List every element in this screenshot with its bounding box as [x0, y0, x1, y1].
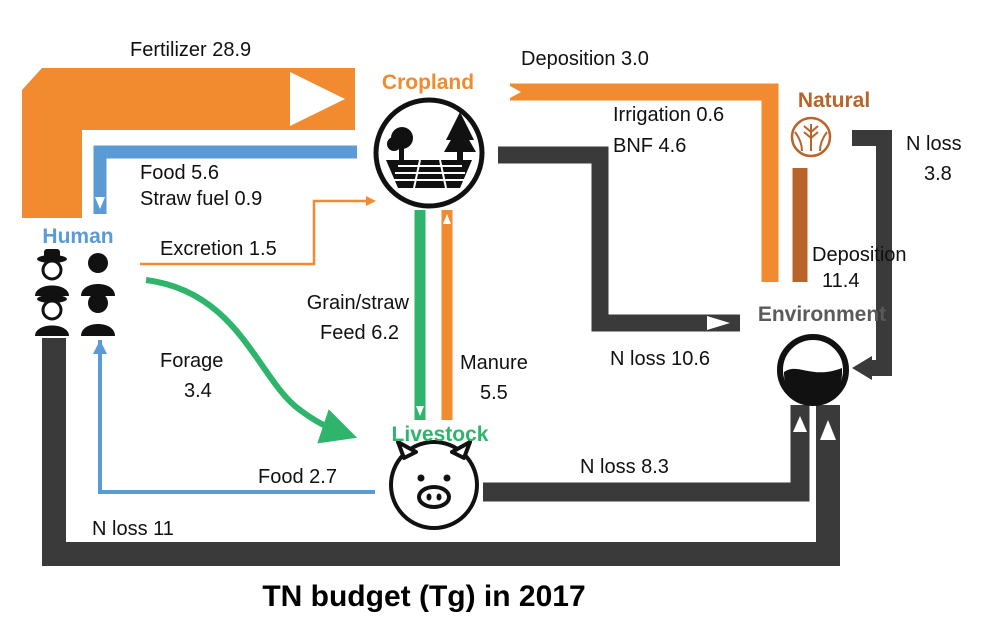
fertilizer-flow: [22, 68, 355, 218]
grain-straw-label: Grain/straw: [307, 292, 410, 314]
cropland-label: Cropland: [382, 71, 474, 94]
nloss-natural-flow: [852, 130, 892, 380]
natural-label: Natural: [798, 89, 870, 112]
diagram-title: TN budget (Tg) in 2017: [262, 580, 585, 613]
excretion-arrowhead: [366, 196, 376, 206]
nloss-natural-label: N loss: [906, 133, 962, 155]
feed-flow: [414, 210, 426, 420]
forage-label: Forage: [160, 350, 223, 372]
farmer-icon-2: [35, 289, 69, 336]
food-livestock-flow: [93, 340, 375, 494]
natural-node: [790, 116, 832, 158]
livestock-node: [389, 440, 479, 530]
nloss-cropland-flow: [498, 146, 740, 332]
fertilizer-arrowhead: [290, 72, 345, 126]
food-livestock-label: Food 2.7: [258, 466, 337, 488]
person-icon: [81, 253, 115, 296]
nloss-cropland-label: N loss 10.6: [610, 348, 710, 370]
deposition-cropland-label: Deposition 3.0: [521, 48, 649, 70]
deposition-cropland-flow: [510, 83, 779, 282]
water-icon: [784, 368, 842, 403]
cropland-node: [373, 97, 485, 209]
feed-label: Feed 6.2: [320, 322, 399, 344]
deposition-natural-label: Deposition: [812, 244, 907, 266]
nloss-livestock-label: N loss 8.3: [580, 456, 669, 478]
straw-fuel-label: Straw fuel 0.9: [140, 188, 262, 210]
environment-node: [777, 334, 849, 406]
grass-icon: [794, 124, 828, 152]
nloss-livestock-flow: [483, 405, 810, 502]
field-icon: [386, 112, 476, 189]
fertilizer-label: Fertilizer 28.9: [130, 39, 251, 61]
forage-flow: [145, 277, 358, 444]
nloss-natural-value: 3.8: [924, 163, 952, 185]
human-node: [35, 249, 115, 336]
nloss-human-flow: [42, 338, 840, 566]
person-icon-2: [81, 293, 115, 336]
forage-value: 3.4: [184, 380, 212, 402]
irrigation-label: Irrigation 0.6: [613, 104, 724, 126]
pig-icon: [396, 440, 472, 509]
livestock-label: Livestock: [392, 423, 489, 446]
excretion-label: Excretion 1.5: [160, 238, 277, 260]
food-crop-flow: [93, 145, 357, 214]
environment-label: Environment: [758, 303, 886, 326]
manure-value: 5.5: [480, 382, 508, 404]
manure-flow: [441, 210, 453, 420]
deposition-natural-value: 11.4: [822, 270, 859, 292]
nloss-human-label: N loss 11: [92, 518, 174, 540]
manure-label: Manure: [460, 352, 528, 374]
bnf-label: BNF 4.6: [613, 135, 686, 157]
excretion-flow: [140, 199, 372, 266]
farmer-icon: [35, 249, 69, 296]
food-crop-label: Food 5.6: [140, 162, 219, 184]
human-label: Human: [42, 225, 113, 248]
